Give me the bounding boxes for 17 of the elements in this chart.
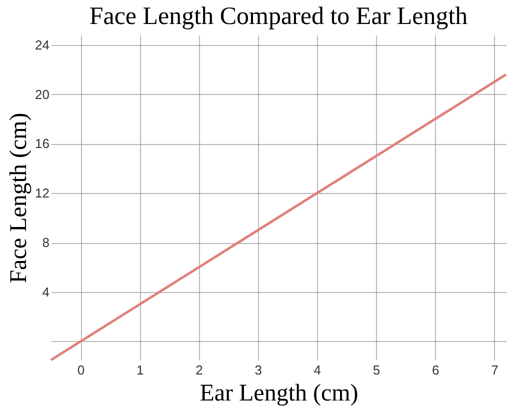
x-tick-label: 3 (254, 362, 262, 378)
y-tick-label: 20 (35, 86, 50, 102)
x-tick-label: 6 (432, 362, 440, 378)
x-axis-title: Ear Length (cm) (200, 380, 358, 406)
x-tick-label: 2 (196, 362, 203, 378)
y-tick-label: 8 (42, 235, 50, 250)
x-tick-label: 7 (491, 362, 498, 378)
y-tick-label: 12 (35, 186, 50, 201)
x-tick-label: 1 (136, 362, 144, 378)
x-tick-label: 4 (314, 362, 322, 378)
x-tick-label: 5 (372, 362, 380, 378)
chart-title: Face Length Compared to Ear Length (89, 3, 468, 30)
y-axis-title: Face Length (cm) (6, 112, 32, 284)
y-tick-label: 16 (35, 136, 50, 152)
y-tick-label: 4 (42, 284, 50, 300)
y-tick-label: 24 (35, 37, 50, 52)
x-tick-label: 0 (77, 362, 85, 378)
